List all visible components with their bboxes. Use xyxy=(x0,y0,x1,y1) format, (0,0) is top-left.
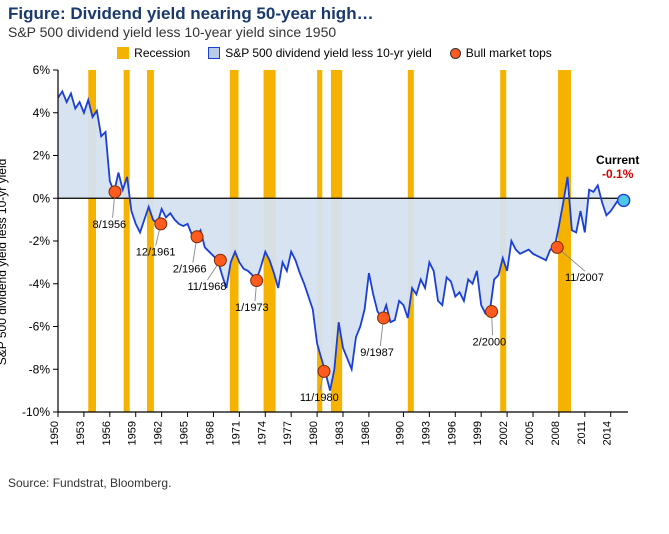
svg-text:0%: 0% xyxy=(33,191,51,205)
svg-text:6%: 6% xyxy=(33,63,51,77)
svg-text:2/2000: 2/2000 xyxy=(473,336,507,348)
svg-text:1993: 1993 xyxy=(420,421,432,445)
svg-text:-0.1%: -0.1% xyxy=(602,167,634,181)
svg-text:1953: 1953 xyxy=(75,421,87,445)
chart-area: S&P 500 dividend yield less 10-yr yield … xyxy=(8,62,661,462)
svg-text:1986: 1986 xyxy=(360,421,372,445)
svg-text:12/1961: 12/1961 xyxy=(136,247,176,259)
chart-svg: -10% -8% -6% -4% -2% 0% 2% 4% 6% 1950 1953 1956 1959… xyxy=(8,62,653,462)
figure-title: Figure: Dividend yield nearing 50-year h… xyxy=(8,4,661,24)
svg-text:2002: 2002 xyxy=(498,421,510,445)
svg-text:-4%: -4% xyxy=(29,277,51,291)
svg-text:Current: Current xyxy=(596,153,639,167)
svg-text:11/1980: 11/1980 xyxy=(300,392,339,404)
svg-text:1965: 1965 xyxy=(179,421,191,445)
svg-text:2%: 2% xyxy=(33,149,51,163)
svg-text:8/1956: 8/1956 xyxy=(93,219,127,231)
svg-text:11/1968: 11/1968 xyxy=(188,281,227,293)
svg-text:1999: 1999 xyxy=(472,421,484,445)
svg-text:2008: 2008 xyxy=(550,421,562,445)
y-axis-title: S&P 500 dividend yield less 10-yr yield xyxy=(0,159,9,366)
svg-text:1996: 1996 xyxy=(446,421,458,445)
legend-label-tops: Bull market tops xyxy=(466,46,552,60)
svg-text:1962: 1962 xyxy=(153,421,165,445)
svg-text:1974: 1974 xyxy=(256,421,268,445)
svg-text:-8%: -8% xyxy=(29,362,51,376)
svg-text:1959: 1959 xyxy=(127,421,139,445)
svg-text:1977: 1977 xyxy=(282,421,294,445)
legend-swatch-recession xyxy=(117,47,129,59)
svg-text:2011: 2011 xyxy=(576,421,588,445)
svg-text:1980: 1980 xyxy=(308,421,320,445)
svg-text:2/1966: 2/1966 xyxy=(173,264,207,276)
legend-item-recession: Recession xyxy=(117,46,190,60)
svg-text:9/1987: 9/1987 xyxy=(360,347,394,359)
legend-swatch-series xyxy=(208,47,220,59)
svg-text:11/2007: 11/2007 xyxy=(565,272,604,284)
svg-text:1950: 1950 xyxy=(49,421,61,445)
svg-text:1/1973: 1/1973 xyxy=(235,302,269,314)
figure-container: Figure: Dividend yield nearing 50-year h… xyxy=(0,0,669,494)
legend-item-tops: Bull market tops xyxy=(450,46,552,60)
legend-label-recession: Recession xyxy=(134,46,190,60)
legend-item-series: S&P 500 dividend yield less 10-yr yield xyxy=(208,46,432,60)
svg-text:1990: 1990 xyxy=(394,421,406,445)
svg-text:-2%: -2% xyxy=(29,234,51,248)
svg-text:2014: 2014 xyxy=(602,421,614,445)
svg-text:1971: 1971 xyxy=(230,421,242,445)
svg-text:-10%: -10% xyxy=(22,405,50,419)
source-text: Source: Fundstrat, Bloomberg. xyxy=(8,476,661,490)
figure-subtitle: S&P 500 dividend yield less 10-year yiel… xyxy=(8,24,661,40)
svg-text:2005: 2005 xyxy=(524,421,536,445)
legend: Recession S&P 500 dividend yield less 10… xyxy=(8,46,661,60)
legend-label-series: S&P 500 dividend yield less 10-yr yield xyxy=(225,46,432,60)
svg-text:1983: 1983 xyxy=(334,421,346,445)
svg-text:-6%: -6% xyxy=(29,320,51,334)
legend-swatch-tops xyxy=(450,48,461,59)
svg-text:1956: 1956 xyxy=(101,421,113,445)
svg-text:4%: 4% xyxy=(33,106,51,120)
svg-text:1968: 1968 xyxy=(204,421,216,445)
